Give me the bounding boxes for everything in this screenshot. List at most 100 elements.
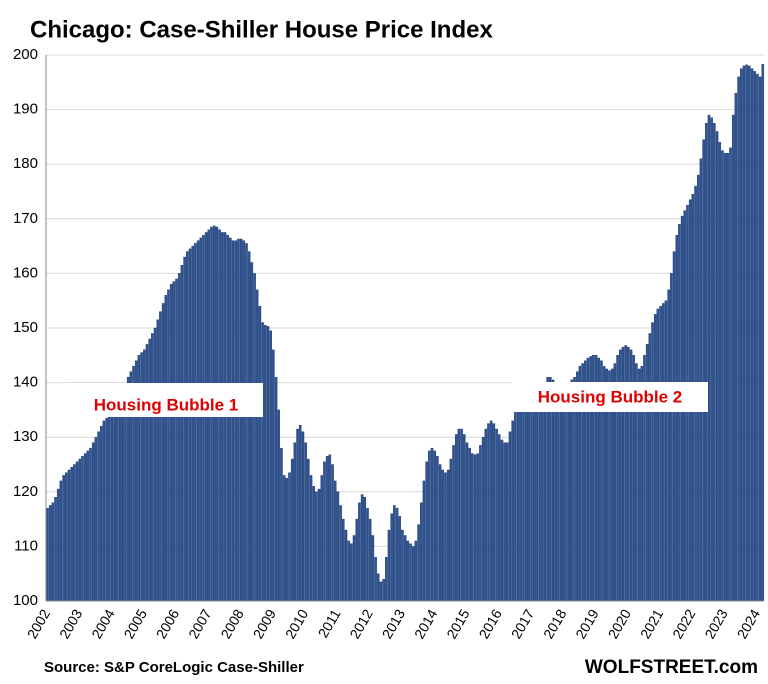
x-tick-label: 2008 <box>217 606 247 641</box>
bar <box>508 431 512 602</box>
bar <box>118 398 122 602</box>
bar <box>721 150 724 602</box>
bar <box>164 295 168 602</box>
bar <box>298 424 302 602</box>
bar <box>188 248 192 602</box>
bar <box>422 480 426 602</box>
bar <box>277 409 281 602</box>
y-tick-label: 120 <box>13 483 38 500</box>
bar <box>62 475 65 602</box>
annotation-box <box>70 383 263 417</box>
bar <box>559 387 563 602</box>
y-tick-label: 190 <box>13 101 38 118</box>
y-tick-label: 100 <box>13 592 38 609</box>
y-tick-label: 150 <box>13 319 38 336</box>
bar <box>48 505 52 602</box>
bar <box>737 76 740 602</box>
bar <box>247 251 251 602</box>
bar <box>352 535 356 602</box>
bar <box>406 540 410 602</box>
bar <box>156 319 160 602</box>
bar <box>333 480 337 602</box>
brand: WOLFSTREET.com <box>585 657 758 678</box>
bar <box>707 114 711 602</box>
bar <box>194 243 197 602</box>
bar <box>664 300 668 602</box>
bar <box>116 404 119 602</box>
bar <box>56 488 60 602</box>
bar <box>368 518 372 602</box>
x-tick-label: 2002 <box>24 606 54 641</box>
bar <box>363 497 367 602</box>
bar <box>320 475 324 602</box>
bar <box>495 428 498 602</box>
bar <box>454 434 458 602</box>
source-note: Source: S&P CoreLogic Case-Shiller <box>44 659 304 676</box>
annotation: Housing Bubble 1 <box>94 395 239 414</box>
bar <box>465 442 469 602</box>
bar <box>761 64 765 602</box>
bar <box>293 442 297 602</box>
bar <box>312 486 315 602</box>
bar <box>532 398 536 602</box>
bar <box>374 557 377 602</box>
bar <box>675 234 679 602</box>
bar <box>379 581 383 602</box>
x-tick-label: 2016 <box>475 606 505 641</box>
bar <box>161 303 165 602</box>
bars <box>46 64 765 602</box>
bar <box>342 518 345 602</box>
bar <box>497 434 501 602</box>
bar <box>662 303 665 602</box>
x-tick-label: 2011 <box>315 606 344 640</box>
bar <box>91 442 95 602</box>
bar <box>325 456 329 602</box>
bar <box>366 507 369 602</box>
x-tick-label: 2009 <box>250 606 280 641</box>
bar <box>734 93 738 602</box>
x-tick-label: 2006 <box>153 606 183 641</box>
bar <box>67 469 71 602</box>
bar <box>151 333 154 602</box>
bar <box>667 289 670 602</box>
bar <box>705 123 708 602</box>
bar <box>264 325 267 602</box>
bar <box>304 442 307 602</box>
bar <box>54 497 57 602</box>
bar <box>449 458 453 602</box>
bar <box>718 142 722 602</box>
bar <box>398 516 402 602</box>
bar <box>285 477 289 602</box>
bar <box>255 289 259 602</box>
bar <box>272 349 275 602</box>
bar <box>229 237 232 602</box>
bar <box>417 524 420 602</box>
bar <box>231 240 235 602</box>
bar <box>393 505 396 602</box>
bar <box>729 147 732 602</box>
bar <box>387 529 391 602</box>
bar <box>506 442 509 602</box>
bar <box>148 338 151 602</box>
bar <box>110 412 114 602</box>
bar <box>538 393 541 602</box>
bar <box>226 234 229 602</box>
bar <box>282 475 286 602</box>
bar <box>309 475 313 602</box>
x-tick-label: 2004 <box>88 606 118 641</box>
bar <box>99 426 103 602</box>
bar <box>425 461 428 602</box>
bar <box>183 256 186 602</box>
bar <box>745 64 748 602</box>
annotation-box <box>512 382 708 412</box>
bar <box>715 131 719 602</box>
bar <box>355 518 359 602</box>
bar <box>250 262 254 602</box>
bar <box>269 330 272 602</box>
bar <box>145 344 149 602</box>
bar <box>75 461 79 602</box>
bar <box>59 480 63 602</box>
bar <box>487 423 490 602</box>
bar <box>535 396 539 602</box>
x-tick-label: 2019 <box>572 606 602 641</box>
